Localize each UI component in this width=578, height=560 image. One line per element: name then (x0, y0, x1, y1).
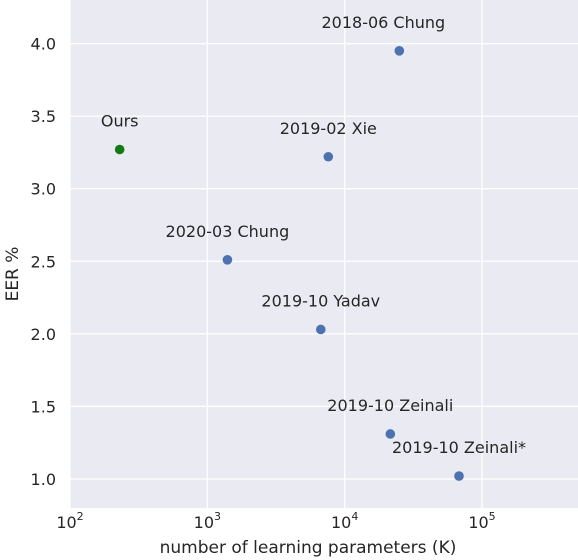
y-axis-title: EER % (3, 247, 23, 302)
point-label: 2019-10 Yadav (261, 291, 380, 310)
y-tick-label: 4.0 (31, 35, 56, 54)
point-label: Ours (101, 111, 139, 130)
data-point (394, 46, 405, 56)
data-points (114, 46, 464, 481)
data-point (385, 429, 396, 439)
y-tick-label: 1.5 (31, 397, 56, 416)
point-label: 2018-06 Chung (321, 13, 445, 32)
tick-labels: 102 103 104 105 1.0 1.5 2.0 2.5 3.0 3.5 4.0 (31, 35, 496, 532)
x-tick-label: 103 (194, 510, 221, 532)
y-tick-label: 3.5 (31, 107, 56, 126)
point-label: 2019-10 Zeinali (327, 396, 453, 415)
point-label: 2020-03 Chung (166, 222, 290, 241)
point-labels: Ours 2018-06 Chung 2019-02 Xie 2020-03 Chun… (101, 13, 526, 457)
y-tick-label: 2.5 (31, 252, 56, 271)
data-point (222, 255, 233, 265)
x-axis-title: number of learning parameters (K) (160, 538, 457, 558)
data-point (315, 324, 326, 335)
x-tick-label: 105 (468, 510, 495, 532)
point-label: 2019-02 Xie (280, 119, 377, 138)
grid-lines (69, 0, 578, 508)
y-tick-label: 1.0 (31, 470, 56, 489)
data-point (323, 151, 334, 162)
plot-background (70, 0, 578, 508)
y-tick-label: 2.0 (31, 325, 56, 344)
point-label: 2019-10 Zeinali* (392, 438, 526, 457)
x-tick-label: 104 (331, 510, 358, 532)
data-point (114, 144, 125, 155)
data-point (454, 471, 464, 481)
x-tick-label: 102 (56, 510, 83, 532)
y-tick-label: 3.0 (31, 180, 56, 199)
